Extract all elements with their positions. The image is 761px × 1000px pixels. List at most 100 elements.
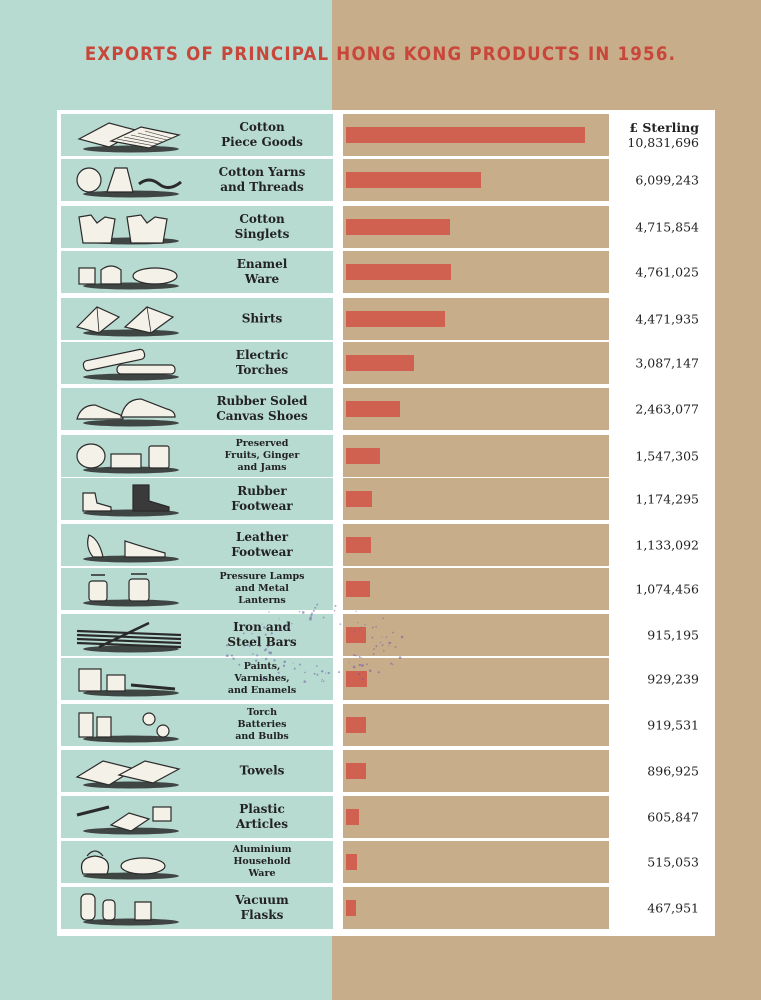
jam-jars-icon (69, 438, 189, 474)
singlets-icon (69, 209, 189, 245)
data-label: 2,463,077 (635, 401, 699, 417)
data-label: 4,715,854 (635, 219, 699, 235)
bar (346, 671, 367, 687)
bar-track (343, 524, 609, 566)
aluminium-ware-icon (69, 844, 189, 880)
value-cell: 919,531 (613, 704, 713, 746)
data-label: 1,074,456 (635, 581, 699, 597)
product-cell: Leather Footwear (61, 524, 333, 566)
data-label: 467,951 (647, 900, 699, 916)
chart-row: Cotton Singlets 4,715,854 (57, 206, 715, 248)
product-cell: Cotton Piece Goods (61, 114, 333, 156)
product-cell: Enamel Ware (61, 251, 333, 293)
chart-row: Rubber Soled Canvas Shoes 2,463,077 (57, 388, 715, 430)
bar-track (343, 251, 609, 293)
category-tick-label: Torch Batteries and Bulbs (235, 707, 289, 742)
chart-frame: Cotton Piece Goods £ Sterling 10,831,696 Co… (57, 110, 715, 936)
bar (346, 448, 380, 464)
product-cell: Towels (61, 750, 333, 792)
vacuum-flasks-icon (69, 890, 189, 926)
category-tick-label: Preserved Fruits, Ginger and Jams (224, 438, 300, 473)
bar-track (343, 841, 609, 883)
rubber-boots-icon (69, 481, 189, 517)
ink-stamp-mark (225, 603, 404, 683)
value-cell: 4,761,025 (613, 251, 713, 293)
chart-row: Shirts 4,471,935 (57, 298, 715, 340)
bar-track (343, 568, 609, 610)
category-tick-label: Rubber Soled Canvas Shoes (216, 394, 308, 423)
chart-row: Vacuum Flasks 467,951 (57, 887, 715, 929)
bar-track (343, 887, 609, 929)
bar-track (343, 435, 609, 477)
value-cell: 4,715,854 (613, 206, 713, 248)
value-cell: 1,133,092 (613, 524, 713, 566)
product-cell: Shirts (61, 298, 333, 340)
bar (346, 809, 359, 825)
bar (346, 627, 366, 643)
chart-row: Iron and Steel Bars 915,195 (57, 614, 715, 656)
chart-row: Enamel Ware 4,761,025 (57, 251, 715, 293)
bar-track (343, 704, 609, 746)
category-tick-label: Aluminium Household Ware (232, 844, 292, 879)
plastic-articles-icon (69, 799, 189, 835)
chart-row: Pressure Lamps and Metal Lanterns 1,074,4… (57, 568, 715, 610)
data-label: 919,531 (647, 717, 699, 733)
value-cell: 929,239 (613, 658, 713, 700)
value-cell: 467,951 (613, 887, 713, 929)
product-cell: Plastic Articles (61, 796, 333, 838)
chart-row: Torch Batteries and Bulbs 919,531 (57, 704, 715, 746)
product-cell: Rubber Soled Canvas Shoes (61, 388, 333, 430)
data-label: 1,547,305 (635, 448, 699, 464)
value-cell: 605,847 (613, 796, 713, 838)
bar (346, 311, 445, 327)
category-tick-label: Electric Torches (235, 348, 289, 377)
chart-row: Leather Footwear 1,133,092 (57, 524, 715, 566)
chart-row: Plastic Articles 605,847 (57, 796, 715, 838)
bar-track (343, 342, 609, 384)
data-label: 4,761,025 (635, 264, 699, 280)
value-cell: 2,463,077 (613, 388, 713, 430)
value-cell: 1,547,305 (613, 435, 713, 477)
value-cell: 515,053 (613, 841, 713, 883)
bar (346, 581, 370, 597)
bar (346, 854, 357, 870)
bar (346, 491, 372, 507)
product-cell: Vacuum Flasks (61, 887, 333, 929)
bar (346, 355, 414, 371)
bar-track (343, 206, 609, 248)
category-tick-label: Iron and Steel Bars (227, 620, 297, 649)
data-label: 1,174,295 (635, 491, 699, 507)
bar (346, 172, 481, 188)
category-tick-label: Leather Footwear (231, 530, 293, 559)
chart-row: Electric Torches 3,087,147 (57, 342, 715, 384)
category-tick-label: Plastic Articles (236, 802, 288, 831)
bar-track (343, 796, 609, 838)
data-label: 1,133,092 (635, 537, 699, 553)
bar (346, 264, 451, 280)
chart-row: Preserved Fruits, Ginger and Jams 1,547,3… (57, 435, 715, 477)
value-cell: 915,195 (613, 614, 713, 656)
bar (346, 127, 585, 143)
product-cell: Cotton Yarns and Threads (61, 159, 333, 201)
data-label: 915,195 (647, 627, 699, 643)
shirts-icon (69, 301, 189, 337)
bar-track (343, 658, 609, 700)
data-label: 4,471,935 (635, 311, 699, 327)
torches-icon (69, 345, 189, 381)
product-cell: Pressure Lamps and Metal Lanterns (61, 568, 333, 610)
bar-track (343, 388, 609, 430)
product-cell: Preserved Fruits, Ginger and Jams (61, 435, 333, 477)
product-cell: Cotton Singlets (61, 206, 333, 248)
bar-track (343, 478, 609, 520)
chart-title: EXPORTS OF PRINCIPAL HONG KONG PRODUCTS … (84, 44, 677, 65)
bar-track (343, 614, 609, 656)
bar-track (343, 298, 609, 340)
towels-icon (69, 753, 189, 789)
chart-row: Aluminium Household Ware 515,053 (57, 841, 715, 883)
category-tick-label: Rubber Footwear (231, 484, 293, 513)
canvas-shoes-icon (69, 391, 189, 427)
category-tick-label: Cotton Yarns and Threads (218, 165, 306, 194)
enamel-pots-icon (69, 254, 189, 290)
data-label: 3,087,147 (635, 355, 699, 371)
product-cell: Rubber Footwear (61, 478, 333, 520)
